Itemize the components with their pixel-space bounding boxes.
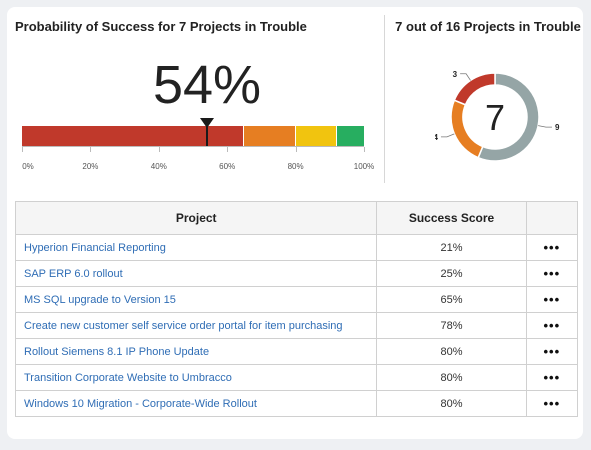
project-name-link[interactable]: Hyperion Financial Reporting (14, 234, 378, 261)
gauge-tick (295, 147, 297, 152)
gauge-marker-line (205, 126, 208, 146)
table-row: Transition Corporate Website to Umbracco… (14, 364, 579, 391)
table-header-row: Project Success Score (14, 201, 579, 235)
more-options-icon[interactable]: ••• (525, 338, 579, 365)
more-options-icon[interactable]: ••• (525, 286, 579, 313)
success-score-cell: 21% (376, 234, 527, 261)
project-name-link[interactable]: Transition Corporate Website to Umbracco (14, 364, 378, 391)
gauge-tick-label: 100% (353, 162, 375, 171)
projects-donut-chart: 9 4 3 7 (435, 70, 560, 162)
success-gauge-bar (22, 126, 364, 146)
table-row: SAP ERP 6.0 rollout 25% ••• (14, 260, 579, 287)
header-actions (525, 201, 579, 235)
success-percentage: 54% (152, 55, 262, 115)
donut-slice[interactable] (450, 99, 484, 159)
donut-slice-label: 9 (555, 123, 560, 132)
gauge-tick (227, 147, 229, 152)
project-name-link[interactable]: Windows 10 Migration - Corporate-Wide Ro… (14, 390, 378, 417)
donut-slice-label: 3 (453, 70, 458, 79)
success-score-cell: 80% (376, 364, 527, 391)
success-score-cell: 80% (376, 390, 527, 417)
project-name-link[interactable]: Rollout Siemens 8.1 IP Phone Update (14, 338, 378, 365)
donut-leader-line (538, 125, 553, 128)
donut-leader-line (440, 133, 455, 138)
gauge-tick (364, 147, 365, 152)
divider (384, 15, 385, 183)
gauge-tick (158, 147, 160, 152)
gauge-tick-label: 60% (219, 162, 236, 171)
donut-center-label: 7 (485, 97, 505, 138)
header-project[interactable]: Project (14, 201, 378, 235)
more-options-icon[interactable]: ••• (525, 260, 579, 287)
success-score-cell: 65% (376, 286, 527, 313)
donut-slice[interactable] (477, 72, 540, 162)
table-row: MS SQL upgrade to Version 15 65% ••• (14, 286, 579, 313)
gauge-segment (295, 126, 337, 146)
gauge-tick-label: 80% (287, 162, 304, 171)
table-row: Windows 10 Migration - Corporate-Wide Ro… (14, 390, 579, 417)
projects-table: Project Success Score Hyperion Financial… (14, 201, 579, 417)
success-score-cell: 80% (376, 338, 527, 365)
gauge-title: Probability of Success for 7 Projects in… (15, 19, 307, 34)
gauge-marker-icon (199, 118, 214, 128)
gauge-tick-label: 20% (82, 162, 99, 171)
gauge-segment (22, 126, 245, 146)
project-name-link[interactable]: MS SQL upgrade to Version 15 (14, 286, 378, 313)
gauge-tick (90, 147, 92, 152)
more-options-icon[interactable]: ••• (525, 312, 579, 339)
gauge-axis (22, 146, 364, 147)
gauge-tick-label: 40% (150, 162, 167, 171)
donut-leader-line (460, 73, 471, 81)
gauge-segment (336, 126, 364, 146)
success-score-cell: 25% (376, 260, 527, 287)
donut-title: 7 out of 16 Projects in Trouble (395, 19, 581, 34)
table-row: Hyperion Financial Reporting 21% ••• (14, 234, 579, 261)
gauge-segment (244, 126, 296, 146)
more-options-icon[interactable]: ••• (525, 390, 579, 417)
table-row: Rollout Siemens 8.1 IP Phone Update 80% ••… (14, 338, 579, 365)
project-name-link[interactable]: Create new customer self service order p… (14, 312, 378, 339)
table-row: Create new customer self service order p… (14, 312, 579, 339)
gauge-tick (22, 147, 23, 152)
more-options-icon[interactable]: ••• (525, 234, 579, 261)
gauge-tick-label: 0% (22, 162, 34, 171)
success-score-cell: 78% (376, 312, 527, 339)
project-name-link[interactable]: SAP ERP 6.0 rollout (14, 260, 378, 287)
more-options-icon[interactable]: ••• (525, 364, 579, 391)
dashboard-card: Probability of Success for 7 Projects in… (7, 7, 583, 439)
donut-slice-label: 4 (435, 133, 439, 142)
donut-slice[interactable] (453, 72, 496, 106)
header-success-score[interactable]: Success Score (376, 201, 527, 235)
